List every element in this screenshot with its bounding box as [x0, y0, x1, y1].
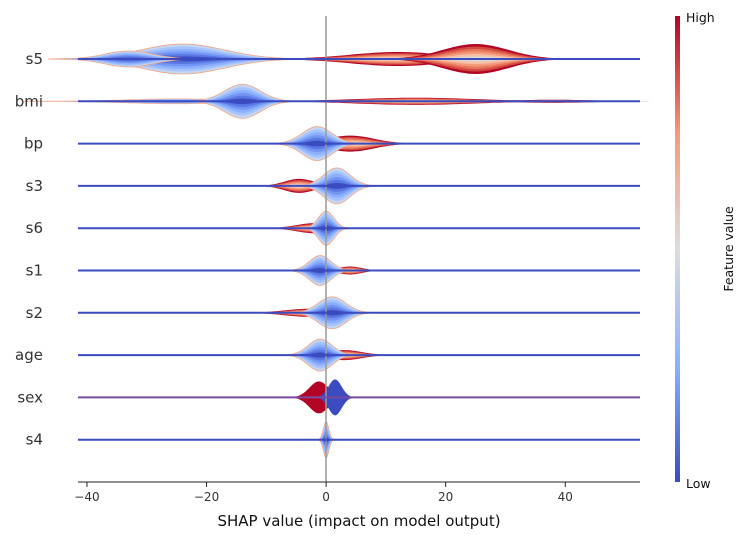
feature-label-sex: sex [17, 388, 43, 406]
feature-label-s6: s6 [26, 219, 43, 237]
feature-label-s1: s1 [26, 262, 43, 280]
feature-label-age: age [15, 346, 43, 364]
feature-label-bp: bp [24, 135, 43, 153]
x-axis-label: SHAP value (impact on model output) [217, 512, 500, 530]
feature-label-s3: s3 [26, 177, 43, 195]
feature-label-s5: s5 [26, 50, 43, 68]
x-tick-label: −20 [194, 490, 219, 504]
x-tick-label: 0 [322, 490, 330, 504]
feature-label-bmi: bmi [15, 92, 43, 110]
colorbar-low-label: Low [686, 476, 711, 491]
x-tick-label: 40 [558, 490, 573, 504]
colorbar-high-label: High [686, 10, 715, 25]
colorbar-title: Feature value [721, 206, 736, 292]
x-tick-label: −40 [74, 490, 99, 504]
x-tick-label: 20 [438, 490, 453, 504]
colorbar [675, 16, 680, 482]
feature-label-s4: s4 [26, 431, 43, 449]
feature-label-s2: s2 [26, 304, 43, 322]
